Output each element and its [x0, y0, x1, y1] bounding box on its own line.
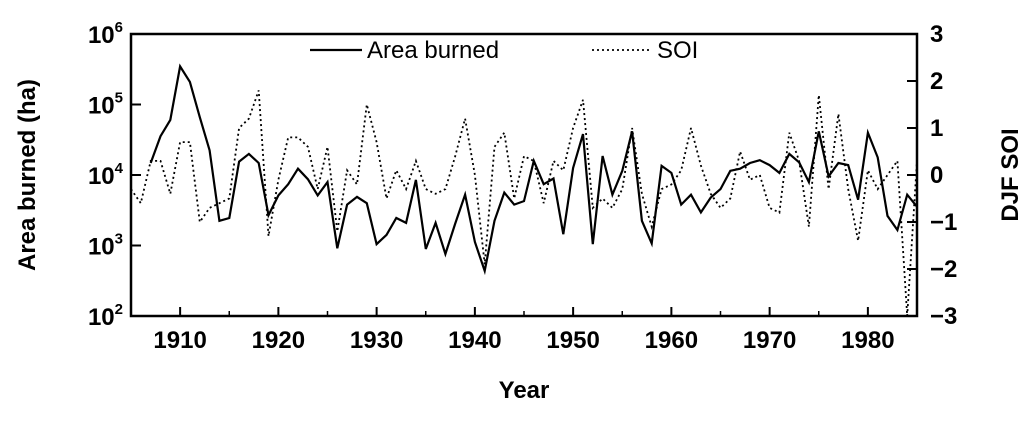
- y-axis-left-title: Area burned (ha): [14, 79, 41, 271]
- x-axis: 1910 1920 1930 1940 1950 1960 1970 1980: [130, 307, 918, 354]
- legend-label-area-burned: Area burned: [367, 37, 499, 64]
- x-tick-label: 1910: [153, 327, 206, 354]
- x-tick-label: 1960: [645, 327, 698, 354]
- series-line-soi: [130, 90, 918, 317]
- y-right-tick-label: 0: [930, 162, 943, 189]
- y-left-tick-label: 106: [88, 19, 123, 49]
- y-right-tick-label: −2: [930, 256, 957, 283]
- x-tick-label: 1940: [448, 327, 501, 354]
- legend-label-soi: SOI: [657, 37, 698, 64]
- x-tick-label: 1920: [252, 327, 305, 354]
- x-tick-label: 1950: [546, 327, 599, 354]
- x-tick-label: 1930: [350, 327, 403, 354]
- y-right-tick-label: −3: [930, 303, 957, 330]
- y-left-tick-label: 102: [88, 301, 123, 331]
- y-left-tick-label: 105: [88, 90, 123, 120]
- y-right-tick-label: 1: [930, 115, 943, 142]
- legend: Area burned SOI: [310, 37, 698, 64]
- series-line-area-burned: [149, 63, 918, 276]
- x-tick-label: 1980: [841, 327, 894, 354]
- y-left-tick-label: 104: [88, 160, 124, 190]
- y-left-tick-label: 103: [88, 231, 123, 261]
- plot-frame: [129, 32, 919, 318]
- y-axis-right: 3 2 1 0 −1 −2 −3: [907, 21, 957, 330]
- y-right-tick-label: 3: [930, 21, 943, 48]
- x-axis-title: Year: [499, 377, 550, 404]
- y-axis-left: 106 105 104 103 102: [88, 19, 141, 331]
- y-right-tick-label: −1: [930, 209, 957, 236]
- y-axis-right-title: DJF SOI: [997, 128, 1024, 221]
- y-right-tick-label: 2: [930, 68, 943, 95]
- x-tick-label: 1970: [743, 327, 796, 354]
